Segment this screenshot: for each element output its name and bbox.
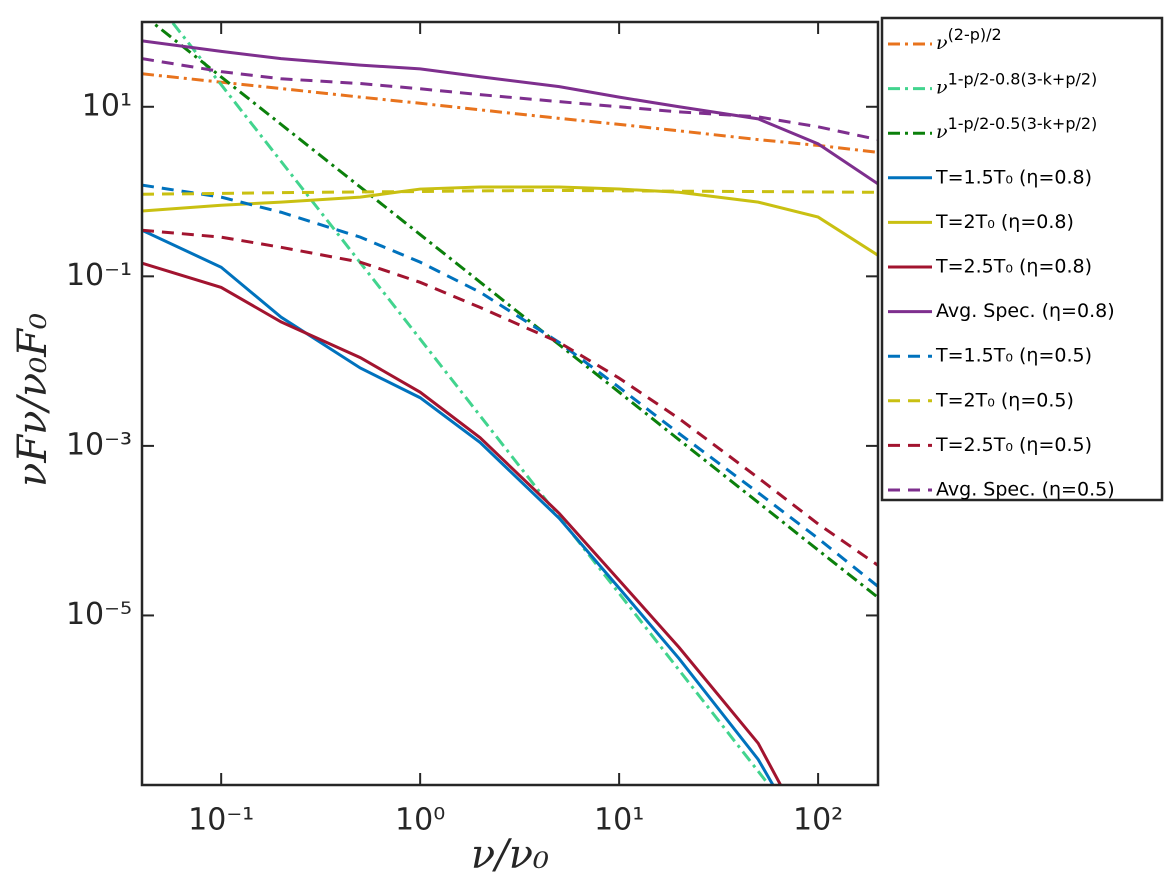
legend-label: T=1.5T₀ (η=0.8) bbox=[935, 166, 1092, 188]
series-line bbox=[170, 22, 771, 785]
series-line bbox=[142, 57, 878, 142]
legend-label: T=2.5T₀ (η=0.8) bbox=[935, 256, 1092, 278]
series-line bbox=[142, 183, 878, 588]
series-line bbox=[142, 39, 878, 186]
legend-label: T=2.5T₀ (η=0.5) bbox=[935, 434, 1092, 456]
x-tick-label: 10⁻¹ bbox=[188, 803, 254, 838]
x-tick-label: 10² bbox=[793, 803, 843, 838]
series-line bbox=[142, 228, 775, 785]
x-tick-label: 10⁰ bbox=[395, 803, 445, 838]
y-axis-label: νFν/ν₀F₀ bbox=[10, 313, 56, 487]
x-tick-label: 10¹ bbox=[594, 803, 644, 838]
series-line bbox=[142, 188, 878, 196]
legend-label: T=2T₀ (η=0.5) bbox=[935, 389, 1074, 411]
series-line bbox=[142, 72, 878, 154]
legend-label: T=2T₀ (η=0.8) bbox=[935, 211, 1074, 233]
legend-label: T=1.5T₀ (η=0.5) bbox=[935, 345, 1092, 367]
legend-label: ν1-p/2-0.8(3-k+p/2) bbox=[936, 69, 1097, 99]
plot-frame bbox=[140, 20, 880, 787]
legend-label: ν(2-p)/2 bbox=[936, 25, 1002, 55]
y-tick-label: 10⁻¹ bbox=[66, 258, 132, 293]
x-axis-label: ν/ν₀ bbox=[471, 832, 549, 878]
legend-label: ν1-p/2-0.5(3-k+p/2) bbox=[936, 114, 1097, 144]
series-line bbox=[149, 22, 878, 599]
y-tick-label: 10⁻³ bbox=[66, 427, 132, 462]
y-tick-label: 10⁻⁵ bbox=[66, 597, 132, 632]
legend-label: Avg. Spec. (η=0.5) bbox=[936, 479, 1115, 501]
legend-label: Avg. Spec. (η=0.8) bbox=[936, 300, 1115, 322]
legend-box bbox=[880, 16, 1164, 502]
series-line bbox=[142, 228, 878, 567]
y-tick-label: 10¹ bbox=[82, 88, 132, 123]
plot-lines bbox=[142, 22, 878, 785]
series-line bbox=[142, 185, 878, 257]
series-line bbox=[142, 261, 783, 785]
